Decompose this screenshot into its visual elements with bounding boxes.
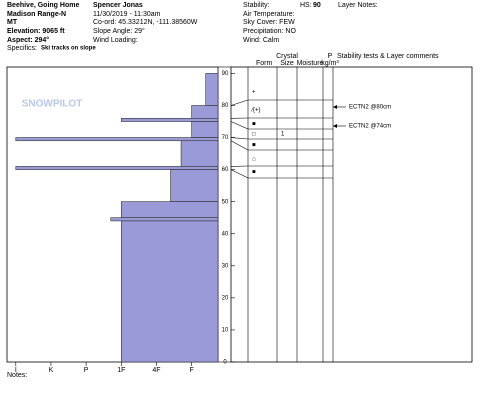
col-moisture: Moisture xyxy=(297,60,324,67)
header-text: Elevation: 9065 ft xyxy=(7,28,65,35)
stability-test: ECTN2 @74cm xyxy=(349,124,391,130)
header-text: Stability: xyxy=(243,2,270,9)
header-text: Madison Range-N xyxy=(7,11,66,18)
col-stability: Stability tests & Layer comments xyxy=(337,53,439,60)
y-tick-label: 80 xyxy=(222,103,229,109)
hardness-bar xyxy=(120,201,219,219)
x-tick-label: K xyxy=(49,367,54,374)
header-text: Air Temperature: xyxy=(243,11,295,18)
hardness-bar xyxy=(191,105,219,119)
header-text: Wind: Calm xyxy=(243,37,279,44)
hardness-bar xyxy=(15,137,219,142)
grain-form: □ xyxy=(252,132,256,138)
layer-connector xyxy=(230,99,249,106)
hardness-bar xyxy=(205,73,219,106)
y-tick-label: 10 xyxy=(222,328,229,334)
x-tick-label: 1F xyxy=(117,367,125,374)
col-size: Size xyxy=(280,60,294,67)
header-text: MT xyxy=(7,19,18,26)
specifics: Ski tracks on slope xyxy=(41,46,96,52)
col-form: Form xyxy=(256,60,273,67)
hs: 90 xyxy=(313,2,321,9)
y-tick-label: 20 xyxy=(222,295,229,301)
layer-connector xyxy=(230,140,249,151)
y-tick-label: 0 xyxy=(223,360,227,366)
layer-table xyxy=(230,66,473,363)
stability-test: ECTN2 @80cm xyxy=(349,105,391,111)
crystal-size: 1 xyxy=(281,132,285,138)
header-text: Wind Loading: xyxy=(93,37,138,44)
grain-form: ■ xyxy=(252,143,256,149)
header-text: Precipitation: NO xyxy=(243,28,296,35)
header-text: Spencer Jonas xyxy=(93,2,143,9)
hardness-bar xyxy=(110,217,219,222)
y-tick-label: 40 xyxy=(222,231,229,237)
layer-connector xyxy=(230,169,249,179)
hardness-bar xyxy=(120,118,219,122)
layer-connector xyxy=(230,137,249,140)
y-tick-label: 70 xyxy=(222,135,229,141)
x-tick-label: F xyxy=(189,367,193,374)
hardness-bar xyxy=(15,166,219,170)
col-p: P xyxy=(328,53,333,60)
hardness-bar xyxy=(191,121,219,138)
grain-form: ⌂ xyxy=(252,157,256,163)
header-text: Sky Cover: FEW xyxy=(243,19,295,26)
grain-form: ■ xyxy=(252,122,256,128)
grain-form: ⁄(+) xyxy=(250,108,261,114)
x-tick-label: 4F xyxy=(152,367,160,374)
hardness-bar xyxy=(170,169,219,202)
header-text: Slope Angle: 29° xyxy=(93,27,145,35)
header-text: Beehive, Going Home xyxy=(7,2,79,9)
grain-form: ■ xyxy=(252,170,256,176)
grain-form: + xyxy=(252,90,256,96)
hs-label: HS: xyxy=(300,2,312,9)
layer-notes: Layer Notes: xyxy=(338,2,378,9)
header-text: 11/30/2019 - 11:30am xyxy=(93,11,161,18)
y-tick-label: 30 xyxy=(222,263,229,269)
notes: Notes: xyxy=(7,372,27,379)
col-crystal: Crystal xyxy=(276,53,298,60)
layer-connector xyxy=(230,121,249,130)
x-tick-label: P xyxy=(84,367,89,374)
header-text: Co-ord: 45.33212N, -111.38560W xyxy=(93,19,198,26)
x-tick-label: I xyxy=(15,367,17,374)
arrow-head xyxy=(333,105,337,109)
header-text: Aspect: 294° xyxy=(7,36,49,44)
specifics-label: Specifics: xyxy=(7,45,37,52)
hardness-bar xyxy=(180,140,219,167)
y-tick-label: 50 xyxy=(222,199,229,205)
y-tick-label: 90 xyxy=(222,71,229,77)
arrow-head xyxy=(333,124,337,128)
logo: SNOWPILOT xyxy=(22,99,83,110)
y-tick-label: 60 xyxy=(222,167,229,173)
col-density: kg/m³ xyxy=(321,60,339,67)
hardness-bar xyxy=(120,220,219,363)
